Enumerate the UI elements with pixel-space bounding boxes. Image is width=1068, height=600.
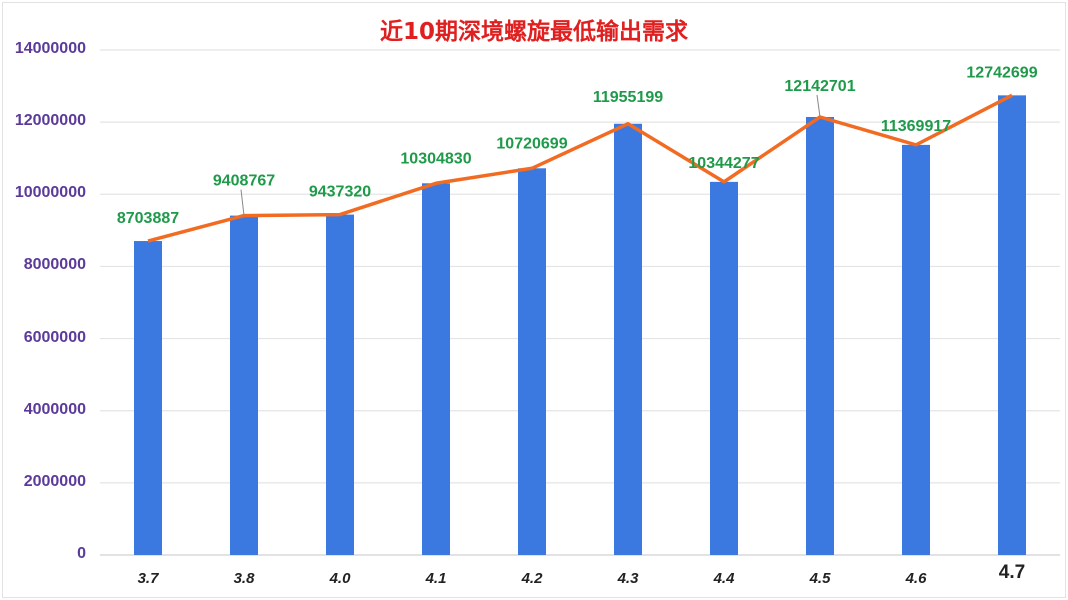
data-label: 10304830 [400, 150, 471, 167]
bar [710, 181, 738, 555]
data-label: 12742699 [966, 64, 1037, 81]
bar [998, 95, 1026, 555]
y-tick-label: 2000000 [23, 472, 86, 490]
bar [806, 116, 834, 556]
bar [902, 144, 930, 555]
data-label: 10720699 [496, 135, 567, 152]
x-tick-label: 3.7 [137, 570, 159, 587]
bar [134, 241, 162, 555]
y-tick-label: 12000000 [14, 112, 86, 130]
y-tick-label: 6000000 [23, 328, 86, 346]
x-tick-label: 4.1 [425, 570, 447, 587]
label-leader-line [816, 94, 821, 118]
trend-line [147, 93, 1013, 243]
y-tick-label: 10000000 [14, 184, 86, 202]
bar [422, 183, 450, 556]
x-tick-label: 4.3 [617, 570, 639, 587]
data-label: 10344277 [688, 155, 759, 172]
bar [518, 168, 546, 556]
data-label: 8703887 [117, 210, 179, 227]
x-tick-label: 4.5 [809, 570, 831, 587]
y-tick-label: 8000000 [23, 256, 86, 274]
x-tick-label: 4.4 [713, 570, 735, 587]
x-tick-label: 4.0 [329, 570, 351, 587]
x-tick-label: 3.8 [233, 570, 255, 587]
bar [230, 215, 258, 555]
x-tick-label: 4.7 [998, 562, 1026, 583]
chart-title: 近10期深境螺旋最低输出需求 [379, 19, 688, 45]
data-label: 9437320 [309, 184, 371, 201]
label-leader-line [240, 189, 245, 216]
x-tick-label: 4.6 [905, 570, 927, 587]
x-tick-label: 4.2 [521, 570, 543, 587]
y-tick-label: 14000000 [14, 40, 86, 57]
y-tick-label: 0 [77, 545, 86, 562]
data-label: 9408767 [213, 173, 275, 190]
data-label: 11955199 [593, 89, 663, 106]
bar [614, 123, 642, 555]
data-label: 11369917 [881, 118, 951, 135]
y-tick-label: 4000000 [23, 400, 86, 418]
data-label: 12142701 [784, 78, 855, 95]
bar [326, 214, 354, 555]
